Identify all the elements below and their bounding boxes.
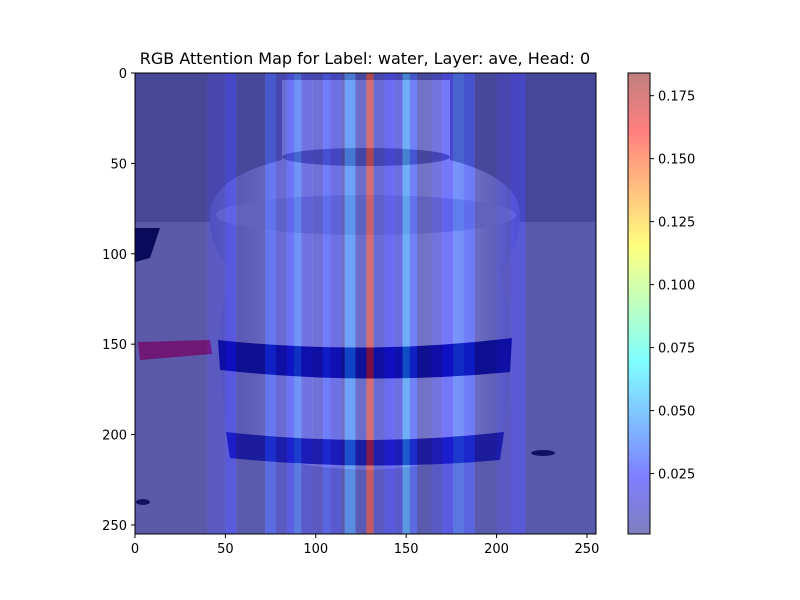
colorbar-axis: 0.025 0.050 0.075 0.100 0.125 0.150 0.175 — [650, 90, 695, 483]
attention-column — [323, 73, 331, 534]
attention-column — [366, 73, 374, 534]
x-tick-label: 0 — [131, 542, 139, 557]
y-tick-label: 0 — [119, 67, 127, 82]
y-tick-label: 100 — [102, 248, 127, 263]
attention-column — [135, 73, 208, 534]
y-tick-label: 200 — [102, 429, 127, 444]
y-tick-label: 250 — [102, 519, 127, 534]
colorbar-tick-label: 0.025 — [658, 468, 695, 483]
attention-column — [402, 73, 410, 534]
x-tick-label: 50 — [217, 542, 234, 557]
attention-column — [286, 73, 295, 534]
colorbar-tick-label: 0.150 — [658, 153, 695, 168]
attention-column — [355, 73, 367, 534]
attention-column — [301, 73, 313, 534]
attention-column — [236, 73, 266, 534]
colorbar-tick-label: 0.175 — [658, 90, 695, 105]
colorbar-gradient — [628, 73, 650, 534]
attention-column — [373, 73, 385, 534]
colorbar-tick-label: 0.100 — [658, 279, 695, 294]
attention-column — [225, 73, 237, 534]
colorbar-frame — [627, 72, 651, 535]
y-tick-label: 150 — [102, 338, 127, 353]
attention-column — [265, 73, 277, 534]
colorbar: 0.025 0.050 0.075 0.100 0.125 0.150 0.175 — [627, 72, 695, 535]
attention-column — [395, 73, 403, 534]
x-tick-label: 150 — [394, 542, 419, 557]
attention-column — [276, 73, 287, 534]
attention-column — [453, 73, 465, 534]
heatmap-plot-area — [135, 73, 596, 534]
attention-column — [384, 73, 396, 534]
attention-column — [442, 73, 454, 534]
attention-columns — [135, 73, 596, 534]
attention-column — [341, 73, 345, 534]
x-tick-label: 200 — [484, 542, 509, 557]
attention-column — [496, 73, 512, 534]
attention-column — [474, 73, 497, 534]
attention-column — [525, 73, 596, 534]
attention-column — [417, 73, 432, 534]
x-axis: 0 50 100 150 200 250 — [131, 534, 600, 557]
attention-column — [464, 73, 475, 534]
attention-column — [207, 73, 226, 534]
attention-column — [511, 73, 526, 534]
attention-column — [431, 73, 443, 534]
attention-column — [312, 73, 324, 534]
colorbar-tick-label: 0.075 — [658, 342, 695, 357]
chart-title: RGB Attention Map for Label: water, Laye… — [140, 49, 590, 68]
attention-column — [330, 73, 342, 534]
x-tick-label: 250 — [575, 542, 600, 557]
y-tick-label: 50 — [110, 157, 127, 172]
plot-frame — [134, 72, 597, 535]
attention-column — [294, 73, 302, 534]
y-axis: 0 50 100 150 200 250 — [102, 67, 135, 534]
attention-column — [344, 73, 356, 534]
colorbar-tick-label: 0.125 — [658, 216, 695, 231]
attention-column — [409, 73, 418, 534]
colorbar-tick-label: 0.050 — [658, 405, 695, 420]
x-tick-label: 100 — [303, 542, 328, 557]
